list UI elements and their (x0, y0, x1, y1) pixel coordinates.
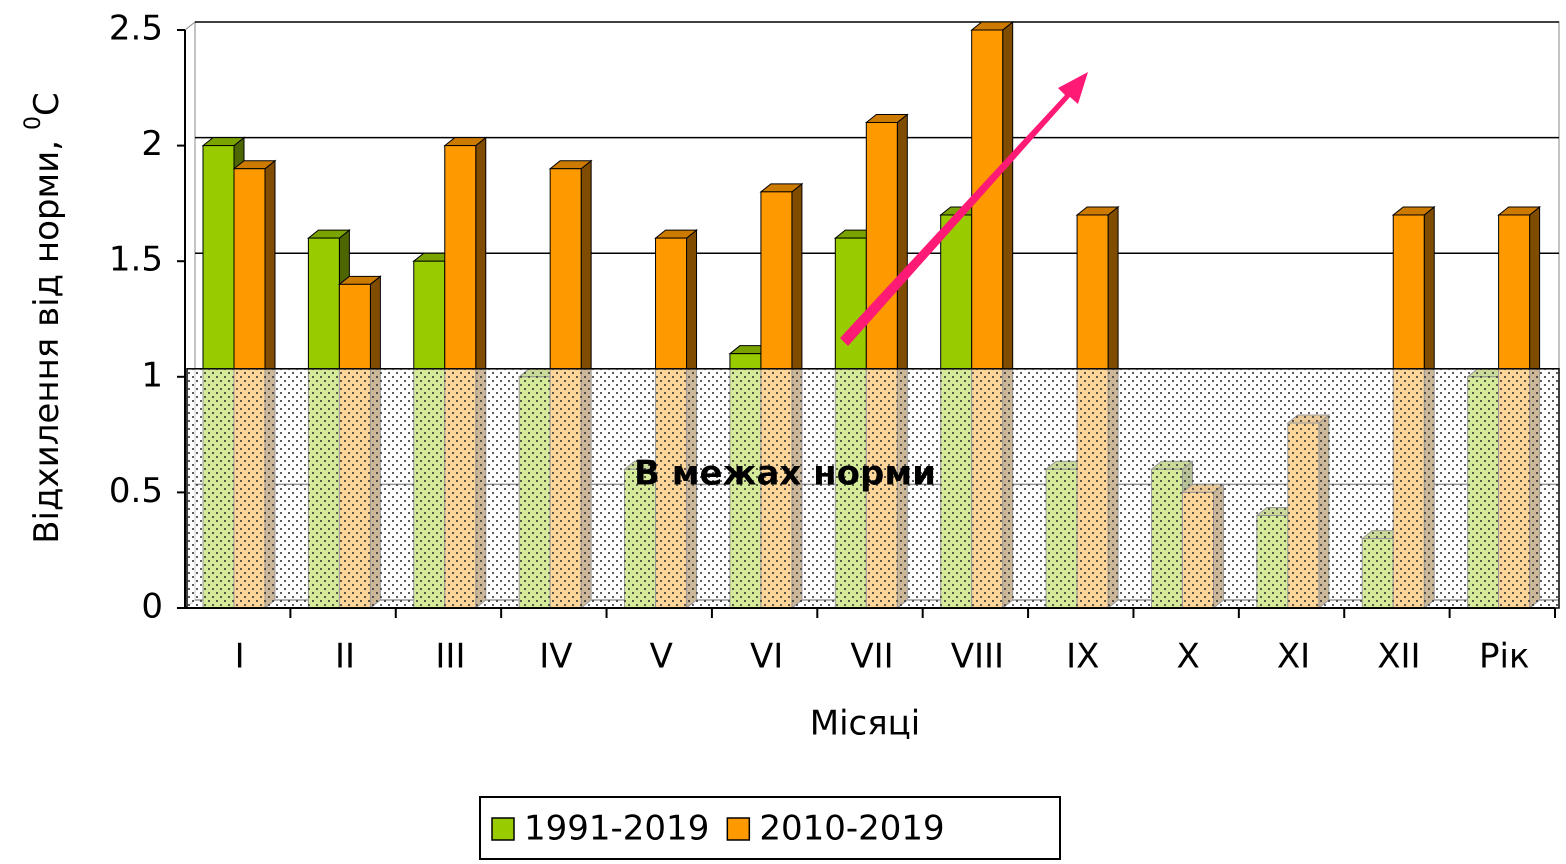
norm-band-dots (187, 368, 1559, 608)
x-tick-label: IV (539, 637, 572, 677)
x-tick-label: VII (850, 637, 893, 677)
x-tick-label: XI (1277, 637, 1310, 677)
trend-arrow (840, 72, 1088, 346)
x-tick-label: III (435, 637, 465, 677)
x-tick-label: X (1177, 637, 1200, 677)
y-tick-label: 2.5 (109, 9, 163, 49)
y-tick-label: 1.5 (109, 240, 163, 280)
y-axis-title-part: 0 (21, 116, 46, 130)
x-tick-label: IX (1066, 637, 1099, 677)
y-axis-title: Відхилення від норми, 0C (21, 92, 67, 544)
y-tick-label: 0 (141, 587, 163, 627)
x-tick-label: VIII (951, 637, 1004, 677)
y-axis-title-part: Відхилення від норми, (27, 140, 67, 544)
x-tick-label: VI (750, 637, 783, 677)
x-tick-label: V (650, 637, 673, 677)
x-tick-label: Рік (1479, 637, 1530, 677)
legend-swatch (726, 817, 751, 841)
y-tick-label: 2 (141, 124, 163, 164)
annotation: В межах норми (634, 454, 936, 494)
x-tick-label: XII (1377, 637, 1420, 677)
legend-label: 1991-2019 (524, 809, 709, 849)
legend (479, 796, 1061, 860)
y-tick-label: 1 (141, 355, 163, 395)
legend-label: 2010-2019 (759, 809, 944, 849)
legend-swatch (491, 817, 515, 841)
x-tick-label: I (235, 637, 245, 677)
y-axis-title-part: C (27, 92, 67, 116)
y-tick-label: 0.5 (109, 471, 163, 511)
x-tick-label: II (335, 637, 355, 677)
x-axis-title: Місяці (810, 704, 921, 744)
